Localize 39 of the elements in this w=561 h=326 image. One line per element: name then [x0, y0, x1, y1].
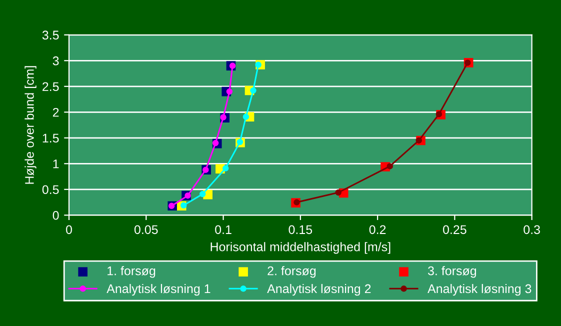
point	[386, 163, 394, 170]
point	[226, 88, 233, 95]
point	[212, 140, 219, 146]
point	[294, 199, 300, 206]
legend-label: 1. forsøg	[108, 266, 156, 278]
legend-label: Analytisk løsning 3	[428, 284, 532, 296]
point	[416, 137, 422, 144]
y-tick-label: 2	[52, 108, 59, 117]
x-tick-label: 0.15	[288, 225, 312, 234]
legend-label: Analytisk løsning 2	[267, 284, 371, 296]
x-axis-title: Horisontal middelhastighed [m/s]	[210, 242, 390, 254]
x-tick-label: 0	[66, 225, 72, 234]
y-tick-label: 1.5	[42, 134, 59, 143]
x-tick-label: 0.05	[134, 225, 158, 234]
y-axis-title: Højde over bund [cm]	[24, 66, 36, 184]
x-tick-label: 0.2	[369, 225, 386, 234]
point	[184, 192, 191, 199]
x-tick-label: 0.1	[215, 225, 232, 234]
point	[436, 111, 442, 118]
point	[222, 165, 229, 172]
point	[335, 189, 342, 196]
y-tick-label: 0	[52, 210, 59, 220]
y-tick-label: 3	[52, 56, 59, 66]
point	[168, 202, 175, 210]
point	[242, 114, 250, 120]
y-tick-label: 0.5	[42, 185, 59, 194]
point	[220, 114, 226, 120]
y-tick-label: 1	[53, 160, 59, 168]
point	[250, 87, 256, 94]
x-tick-label: 0.25	[443, 225, 466, 234]
point	[255, 62, 262, 68]
x-tick-label: 0.3	[524, 225, 540, 234]
legend-label: Analytisk løsning 1	[106, 284, 210, 296]
y-tick-label: 2.5	[42, 82, 59, 92]
legend-label: 3. forsøg	[428, 266, 476, 278]
y-tick-label: 3.5	[42, 30, 59, 40]
point	[229, 62, 236, 69]
legend-label: 2. forsøg	[268, 266, 316, 278]
point	[199, 190, 206, 198]
